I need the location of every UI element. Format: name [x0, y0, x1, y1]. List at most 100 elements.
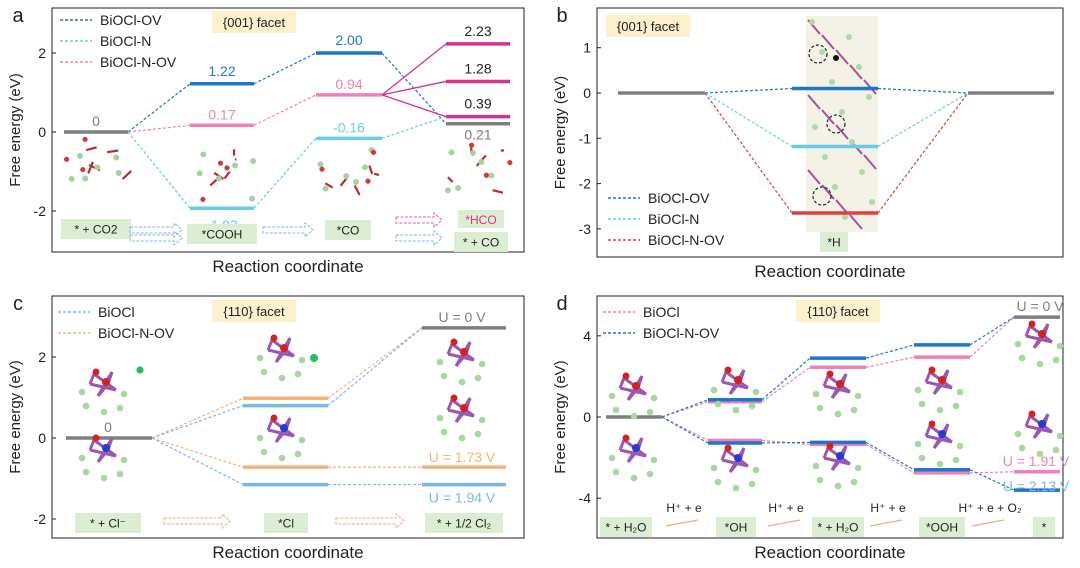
connector-line [761, 439, 811, 446]
atom [938, 430, 946, 438]
atom [829, 79, 835, 85]
value-label: U = 1.91 V [1003, 453, 1070, 469]
bond [1024, 415, 1032, 427]
legend-entry: BiOCl [98, 304, 135, 320]
atom [250, 158, 257, 165]
step-tag-bg [716, 517, 756, 537]
bond [89, 382, 117, 392]
atom [630, 474, 638, 482]
atom [952, 402, 960, 410]
step-tag-bg [1033, 517, 1055, 537]
connector-line [969, 316, 1015, 358]
step-tag: * + 1/2 Cl₂ [437, 517, 492, 531]
step-tag-bg [61, 219, 131, 239]
atom [819, 49, 825, 55]
atom [752, 388, 760, 396]
atom [866, 94, 872, 100]
step-tag-bg [454, 232, 508, 252]
plot-frame [51, 295, 525, 539]
cluster-structure [1014, 410, 1064, 458]
connector-line [253, 94, 317, 126]
atom [849, 139, 855, 145]
atom [732, 406, 740, 414]
bond [925, 434, 953, 444]
atom [812, 390, 820, 398]
step-tag-bg [812, 517, 864, 537]
transition-label: H⁺ + e [768, 501, 804, 515]
step-tag-bg [264, 513, 308, 533]
bond [274, 349, 288, 363]
atom [319, 166, 325, 172]
atom [608, 454, 616, 462]
atom [936, 460, 944, 468]
value-label: 1.22 [208, 63, 235, 79]
atom [362, 164, 369, 171]
atom [455, 185, 462, 192]
connector-line [761, 441, 811, 444]
connector-line [865, 441, 915, 471]
bond [454, 353, 468, 367]
bond [822, 447, 830, 459]
connector-line [704, 92, 793, 147]
atom [120, 456, 128, 464]
atom [1056, 432, 1064, 440]
atom [956, 442, 964, 450]
atom [914, 386, 922, 394]
bond [721, 458, 749, 468]
value-label: 1.28 [464, 60, 491, 76]
slab-structure [806, 16, 878, 232]
bond [835, 49, 849, 65]
step-arrow [395, 229, 443, 247]
transition-arrow [971, 519, 1005, 527]
atom [100, 408, 108, 416]
facet-label: {001} facet [617, 19, 680, 34]
atom [732, 484, 740, 492]
cluster-structure [812, 370, 862, 418]
atom [298, 436, 306, 444]
panel-letter: c [13, 293, 23, 315]
bond [924, 425, 932, 437]
atom [478, 360, 486, 368]
connector-line [865, 344, 915, 359]
cluster-structure [78, 368, 128, 416]
atom [1038, 330, 1046, 338]
x-axis-label: Reaction coordinate [212, 257, 363, 276]
facet-tag-bg [606, 15, 690, 37]
atom [1014, 340, 1022, 348]
atom [936, 406, 944, 414]
step-tag-bg [75, 513, 141, 533]
cluster-structure [710, 444, 760, 492]
atom [1056, 342, 1064, 350]
atom [834, 482, 842, 490]
x-axis-label: Reaction coordinate [212, 543, 363, 562]
vacancy-circle [812, 186, 832, 206]
atom [294, 450, 302, 458]
atom [850, 406, 858, 414]
legend-entry: BiOCl-OV [648, 190, 710, 206]
step-tag-bg [458, 210, 504, 228]
facet-label: {110} facet [807, 304, 869, 319]
atom [78, 388, 86, 396]
atom [752, 466, 760, 474]
atom [816, 476, 824, 484]
atom [458, 378, 466, 386]
vacancy-circle [808, 44, 828, 64]
value-label: 0.94 [335, 76, 362, 92]
atom [488, 172, 495, 179]
connector-line [661, 416, 709, 441]
atom [734, 376, 742, 384]
bond [373, 172, 380, 177]
crystal-structure [196, 149, 257, 202]
step-tag: * + H₂O [605, 521, 646, 535]
atom [632, 382, 640, 390]
atom [115, 169, 122, 176]
transition-arrow [665, 519, 699, 527]
connector-line [327, 327, 423, 407]
atom [249, 195, 256, 202]
bond [728, 381, 742, 395]
atom [832, 184, 838, 190]
bond [849, 64, 863, 80]
atom [200, 151, 207, 158]
atom [231, 162, 238, 169]
plot-frame [51, 7, 525, 253]
